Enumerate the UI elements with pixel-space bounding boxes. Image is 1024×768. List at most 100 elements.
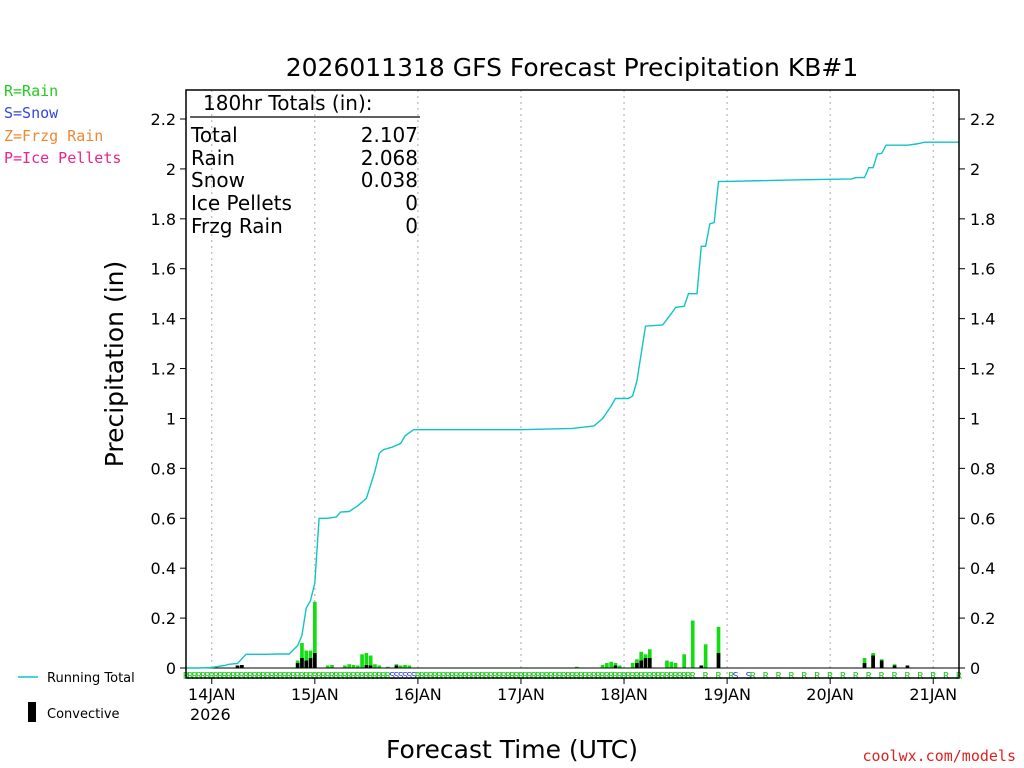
type-strip-char: R <box>462 671 469 682</box>
convective-bar <box>613 665 618 668</box>
precip-bar <box>407 665 412 668</box>
type-strip-char: R <box>608 671 615 682</box>
type-strip-char: R <box>466 671 473 682</box>
y-tick-label: 0.8 <box>151 459 176 478</box>
type-strip-char: R <box>449 671 456 682</box>
x-tick-label: 19JAN <box>703 685 751 704</box>
type-strip-char: R <box>355 671 362 682</box>
type-strip-char: R <box>479 671 486 682</box>
type-strip-char: R <box>222 671 229 682</box>
type-strip-char: R <box>484 671 491 682</box>
totals-value-total: 2.107 <box>361 123 418 147</box>
type-strip-char: R <box>600 671 607 682</box>
type-strip-char: R <box>333 671 340 682</box>
x-tick-label: 18JAN <box>600 685 648 704</box>
type-strip-char: R <box>539 671 546 682</box>
type-strip-char: S <box>402 671 408 682</box>
type-strip-char: R <box>372 671 379 682</box>
type-strip-char: R <box>582 671 589 682</box>
type-strip-char: R <box>277 671 284 682</box>
type-strip-char: R <box>342 671 349 682</box>
x-year-label: 2026 <box>190 705 231 724</box>
type-strip-char: S <box>393 671 399 682</box>
type-strip-char: R <box>350 671 357 682</box>
chart-title: 2026011318 GFS Forecast Precipitation KB… <box>286 53 858 82</box>
y-tick-label: 1.4 <box>151 310 176 329</box>
type-strip-char: R <box>235 671 242 682</box>
type-strip-char: R <box>557 671 564 682</box>
y-tick-label-right: 0.6 <box>970 509 995 528</box>
vertical-gridlines <box>211 90 934 678</box>
totals-label-rain: Rain <box>191 146 235 170</box>
type-legend: R=Rain S=Snow Z=Frzg Rain P=Ice Pellets <box>4 82 121 167</box>
type-strip-char: R <box>501 671 508 682</box>
x-tick-label: 21JAN <box>909 685 957 704</box>
y-axis-left: 0 0.2 0.4 0.6 0.8 1 1.2 1.4 1.6 1.8 2 2.2 <box>151 110 186 678</box>
precip-bar <box>682 654 686 668</box>
convective-bar <box>235 665 240 668</box>
type-strip-char: R <box>308 671 315 682</box>
type-strip-char: R <box>677 671 684 682</box>
y-tick-label-right: 1.8 <box>970 210 995 229</box>
type-strip-char: R <box>359 671 366 682</box>
convective-bar <box>647 658 652 668</box>
type-strip-char: R <box>458 671 465 682</box>
totals-header: 180hr Totals (in): <box>203 91 373 115</box>
plot-frame <box>185 89 960 679</box>
type-strip-char: R <box>651 671 658 682</box>
type-strip-char: R <box>531 671 538 682</box>
precip-bar <box>600 665 605 668</box>
type-strip-char: R <box>247 671 254 682</box>
type-strip-char: R <box>282 671 289 682</box>
type-strip-char: R <box>303 671 310 682</box>
totals-value-ice-pellets: 0 <box>405 191 418 215</box>
type-strip-char: R <box>544 671 551 682</box>
y-tick-label: 1.6 <box>151 260 176 279</box>
type-strip-char: R <box>200 671 207 682</box>
precip-bar <box>304 650 309 668</box>
type-strip-char: R <box>574 671 581 682</box>
type-strip-char: R <box>776 671 783 682</box>
y-tick-label: 0.6 <box>151 509 176 528</box>
type-strip-char: R <box>286 671 293 682</box>
convective-bar <box>879 660 884 668</box>
y-tick-label-right: 1 <box>970 409 980 428</box>
y-tick-label-right: 0 <box>970 659 980 678</box>
precip-bar <box>617 665 622 668</box>
type-strip-char: R <box>273 671 280 682</box>
precip-bar <box>351 665 356 668</box>
type-strip-char: R <box>634 671 641 682</box>
type-strip-char: R <box>256 671 263 682</box>
y-tick-label-right: 0.8 <box>970 459 995 478</box>
totals-label-snow: Snow <box>191 168 245 192</box>
type-legend-ice-pellets: P=Ice Pellets <box>4 149 121 167</box>
legend-convective-swatch <box>28 702 36 722</box>
y-tick-label-right: 1.2 <box>970 360 995 379</box>
precip-bar <box>368 655 373 668</box>
precip-bar <box>403 665 407 668</box>
precip-bar <box>386 666 390 668</box>
convective-bar <box>862 663 867 668</box>
type-strip-char: S <box>411 671 417 682</box>
type-strip-char: R <box>750 671 757 682</box>
precip-bar <box>373 664 377 668</box>
legend-running-total-label: Running Total <box>47 671 135 686</box>
precip-bar <box>325 665 330 668</box>
y-axis-label: Precipitation (in) <box>100 261 129 468</box>
y-tick-label: 1.8 <box>151 210 176 229</box>
x-tick-label: 17JAN <box>497 685 545 704</box>
precip-bar <box>364 653 369 668</box>
type-strip-char: R <box>187 671 194 682</box>
credit-text: coolwx.com/models <box>862 747 1016 765</box>
type-strip-char: R <box>368 671 375 682</box>
type-strip-char: R <box>299 671 306 682</box>
totals-label-ice-pellets: Ice Pellets <box>191 191 292 215</box>
type-strip-char: R <box>192 671 199 682</box>
type-strip-char: R <box>673 671 680 682</box>
type-strip-char: R <box>827 671 834 682</box>
type-strip-char: R <box>943 671 950 682</box>
precip-type-strip: RRRRRRRRRRRRRRRRRRRRRRRRRRRRRRRRRRRRRRRR… <box>183 671 963 682</box>
type-strip-char: S <box>398 671 404 682</box>
type-strip-char: R <box>703 671 710 682</box>
type-strip-char: R <box>239 671 246 682</box>
